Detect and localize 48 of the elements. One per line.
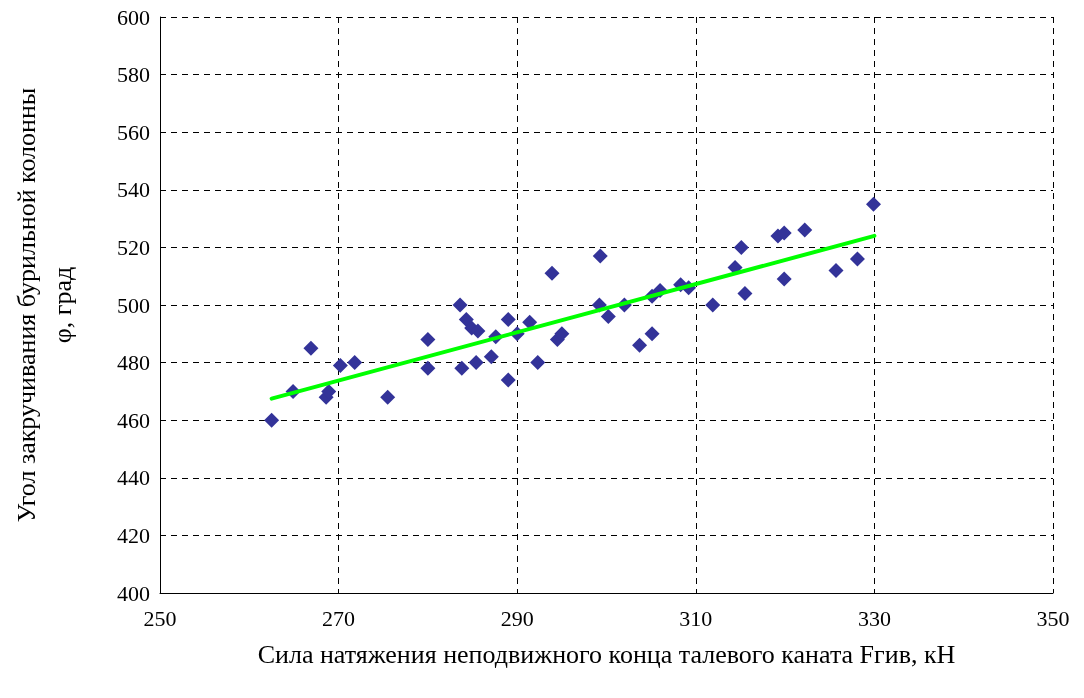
point	[828, 262, 844, 278]
point	[500, 311, 516, 327]
point	[866, 196, 882, 212]
x-tick-label: 290	[500, 605, 534, 631]
y-tick-label: 520	[117, 234, 150, 260]
point	[530, 355, 546, 371]
point	[592, 248, 608, 264]
point	[849, 251, 865, 267]
point	[644, 326, 660, 342]
point	[264, 412, 280, 428]
x-tick-label: 330	[857, 605, 891, 631]
point	[454, 360, 470, 376]
point	[347, 355, 363, 371]
point	[522, 314, 538, 330]
y-tick-label: 420	[117, 522, 150, 548]
point	[332, 357, 348, 373]
x-axis-title: Сила натяжения неподвижного конца талевого каната Fгив, кН	[257, 639, 956, 669]
y-tick-label: 400	[117, 580, 150, 606]
y-tick-label: 440	[117, 465, 150, 491]
y-tick-label: 460	[117, 407, 150, 433]
y-tick-label: 600	[117, 4, 150, 30]
y-tick-label: 560	[117, 119, 150, 145]
point	[797, 222, 813, 238]
x-tick-label: 270	[322, 605, 356, 631]
point	[776, 271, 792, 287]
y-tick-label: 540	[117, 177, 150, 203]
point	[632, 337, 648, 353]
point	[458, 311, 474, 327]
point	[420, 360, 436, 376]
x-tick-label: 350	[1036, 605, 1070, 631]
point	[544, 265, 560, 281]
y-tick-label: 580	[117, 62, 150, 88]
point	[737, 285, 753, 301]
point	[705, 297, 721, 313]
x-tick-label: 310	[679, 605, 713, 631]
point	[733, 239, 749, 255]
point	[303, 340, 319, 356]
y-tick-label: 480	[117, 350, 150, 376]
point	[380, 389, 396, 405]
point	[483, 349, 499, 365]
y-axis-title: Угол закручивания бурильной колонны φ, град	[11, 87, 77, 523]
point	[420, 332, 436, 348]
x-tick-label: 250	[143, 605, 177, 631]
point	[452, 297, 468, 313]
point	[500, 372, 516, 388]
point	[468, 355, 484, 371]
y-tick-label: 500	[117, 292, 150, 318]
point	[600, 309, 616, 325]
